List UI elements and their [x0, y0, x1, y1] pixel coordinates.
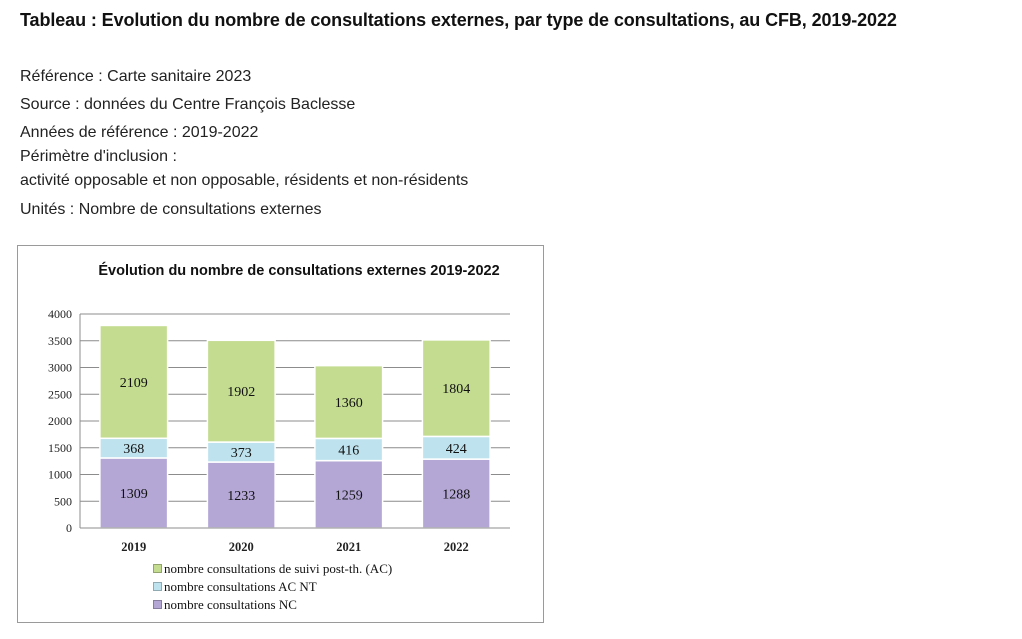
bar-segment — [206, 339, 276, 443]
meta-scope: activité opposable et non opposable, rés… — [20, 172, 469, 189]
chart-legend: nombre consultations de suivi post-th. (… — [153, 561, 392, 615]
stacked-bar-chart: Évolution du nombre de consultations ext… — [48, 262, 510, 554]
legend-swatch — [153, 582, 162, 591]
bar-segment — [314, 459, 384, 529]
y-tick-label: 0 — [66, 521, 72, 535]
x-tick-label: 2021 — [336, 540, 361, 554]
meta-years: Années de référence : 2019-2022 — [20, 124, 259, 141]
legend-item: nombre consultations NC — [153, 597, 392, 615]
x-tick-label: 2019 — [121, 540, 146, 554]
data-label: 373 — [231, 446, 252, 461]
y-tick-label: 1000 — [48, 468, 72, 482]
data-label: 1360 — [335, 396, 363, 411]
data-label: 1902 — [227, 385, 255, 400]
y-tick-label: 4000 — [48, 307, 72, 321]
y-tick-label: 1500 — [48, 441, 72, 455]
data-label: 1288 — [442, 488, 470, 503]
bar-segment — [421, 458, 491, 529]
bar-segment — [314, 364, 384, 440]
legend-item: nombre consultations de suivi post-th. (… — [153, 561, 392, 579]
chart-title: Évolution du nombre de consultations ext… — [98, 262, 499, 279]
y-tick-label: 3500 — [48, 334, 72, 348]
data-label: 424 — [446, 442, 467, 457]
data-label: 1804 — [442, 382, 470, 397]
data-label: 1233 — [227, 489, 255, 504]
legend-swatch — [153, 564, 162, 573]
data-label: 1259 — [335, 488, 363, 503]
y-tick-label: 2500 — [48, 387, 72, 401]
legend-label: nombre consultations NC — [164, 597, 297, 612]
meta-reference: Référence : Carte sanitaire 2023 — [20, 68, 252, 85]
legend-swatch — [153, 600, 162, 609]
data-label: 416 — [338, 444, 359, 459]
y-tick-label: 500 — [54, 494, 72, 508]
data-label: 1309 — [120, 487, 148, 502]
page-title: Tableau : Evolution du nombre de consult… — [20, 10, 897, 30]
data-label: 2109 — [120, 376, 148, 391]
legend-label: nombre consultations AC NT — [164, 579, 317, 594]
legend-label: nombre consultations de suivi post-th. (… — [164, 561, 393, 576]
x-tick-label: 2020 — [229, 540, 254, 554]
data-label: 368 — [123, 442, 144, 457]
meta-source: Source : données du Centre François Bacl… — [20, 96, 356, 113]
x-tick-label: 2022 — [444, 540, 469, 554]
y-tick-label: 3000 — [48, 361, 72, 375]
bar-segment — [206, 461, 276, 529]
legend-item: nombre consultations AC NT — [153, 579, 392, 597]
bar-segment — [99, 324, 169, 440]
meta-scope-label: Périmètre d'inclusion : — [20, 148, 177, 165]
chart-frame: Évolution du nombre de consultations ext… — [17, 245, 544, 623]
y-tick-label: 2000 — [48, 414, 72, 428]
bar-segment — [421, 339, 491, 438]
meta-units: Unités : Nombre de consultations externe… — [20, 201, 322, 218]
